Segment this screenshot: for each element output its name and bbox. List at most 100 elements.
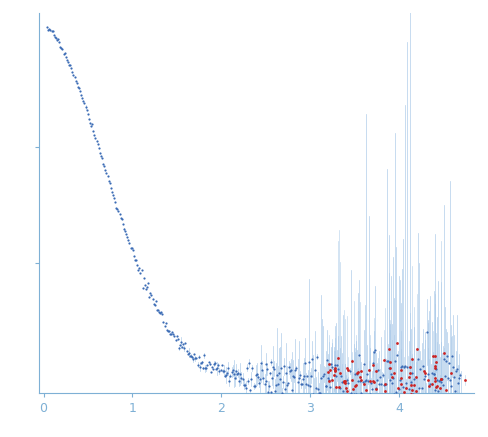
Point bbox=[144, 280, 152, 287]
Point bbox=[275, 370, 283, 377]
Point bbox=[161, 323, 168, 329]
Point bbox=[91, 134, 99, 141]
Point bbox=[133, 261, 141, 268]
Point bbox=[327, 377, 335, 384]
Point bbox=[430, 353, 438, 360]
Point bbox=[429, 371, 437, 378]
Point bbox=[333, 354, 341, 361]
Point bbox=[149, 301, 157, 308]
Point bbox=[330, 365, 338, 372]
Point bbox=[270, 365, 278, 372]
Point bbox=[293, 378, 301, 385]
Point bbox=[215, 368, 223, 375]
Point bbox=[261, 378, 269, 385]
Point bbox=[103, 173, 111, 180]
Point bbox=[51, 33, 59, 40]
Point bbox=[324, 375, 332, 382]
Point bbox=[385, 364, 393, 371]
Point bbox=[102, 169, 110, 176]
Point bbox=[141, 282, 148, 289]
Point bbox=[349, 386, 357, 393]
Point bbox=[235, 377, 243, 384]
Point bbox=[311, 385, 319, 392]
Point bbox=[352, 370, 360, 377]
Point bbox=[436, 376, 444, 383]
Point bbox=[423, 376, 431, 383]
Point bbox=[322, 383, 330, 390]
Point bbox=[381, 400, 388, 407]
Point bbox=[341, 394, 348, 401]
Point bbox=[448, 364, 456, 371]
Point bbox=[402, 363, 410, 370]
Point bbox=[422, 328, 429, 335]
Point bbox=[407, 391, 414, 398]
Point bbox=[78, 94, 86, 101]
Point bbox=[74, 83, 81, 90]
Point bbox=[427, 380, 435, 387]
Point bbox=[376, 374, 384, 381]
Point bbox=[90, 132, 98, 139]
Point bbox=[343, 377, 350, 384]
Point bbox=[405, 369, 413, 376]
Point bbox=[330, 364, 338, 371]
Point bbox=[369, 348, 377, 355]
Point bbox=[382, 381, 389, 388]
Point bbox=[200, 352, 207, 359]
Point bbox=[438, 375, 446, 382]
Point bbox=[192, 355, 200, 362]
Point bbox=[320, 400, 328, 407]
Point bbox=[210, 360, 218, 367]
Point bbox=[277, 364, 285, 371]
Point bbox=[334, 383, 342, 390]
Point bbox=[439, 382, 447, 388]
Point bbox=[163, 326, 170, 333]
Point bbox=[399, 388, 407, 395]
Point bbox=[315, 390, 323, 397]
Point bbox=[224, 365, 232, 372]
Point bbox=[411, 401, 419, 408]
Point bbox=[329, 396, 337, 403]
Point bbox=[344, 366, 352, 373]
Point bbox=[310, 367, 318, 374]
Point bbox=[454, 392, 462, 399]
Point bbox=[59, 45, 66, 52]
Point bbox=[137, 266, 145, 273]
Point bbox=[44, 27, 52, 34]
Point bbox=[409, 376, 417, 383]
Point bbox=[424, 403, 431, 410]
Point bbox=[410, 395, 418, 402]
Point bbox=[128, 246, 136, 253]
Point bbox=[126, 244, 134, 251]
Point bbox=[383, 357, 390, 364]
Point bbox=[260, 381, 268, 388]
Point bbox=[452, 393, 460, 400]
Point bbox=[236, 371, 244, 378]
Point bbox=[246, 387, 254, 394]
Point bbox=[241, 382, 248, 388]
Point bbox=[96, 149, 103, 156]
Point bbox=[117, 215, 124, 222]
Point bbox=[421, 418, 428, 425]
Point bbox=[396, 375, 404, 382]
Point bbox=[143, 284, 151, 291]
Point bbox=[406, 378, 414, 385]
Point bbox=[333, 362, 341, 369]
Point bbox=[407, 369, 415, 376]
Point bbox=[119, 221, 126, 228]
Point bbox=[312, 353, 320, 360]
Point bbox=[392, 351, 400, 358]
Point bbox=[66, 62, 74, 69]
Point bbox=[157, 309, 165, 316]
Point bbox=[339, 377, 347, 384]
Point bbox=[253, 374, 261, 381]
Point bbox=[208, 365, 216, 372]
Point bbox=[194, 353, 202, 360]
Point bbox=[350, 371, 358, 378]
Point bbox=[60, 50, 67, 57]
Point bbox=[318, 373, 326, 380]
Point bbox=[73, 79, 81, 86]
Point bbox=[250, 383, 258, 390]
Point bbox=[156, 309, 164, 316]
Point bbox=[118, 215, 125, 222]
Point bbox=[79, 97, 87, 104]
